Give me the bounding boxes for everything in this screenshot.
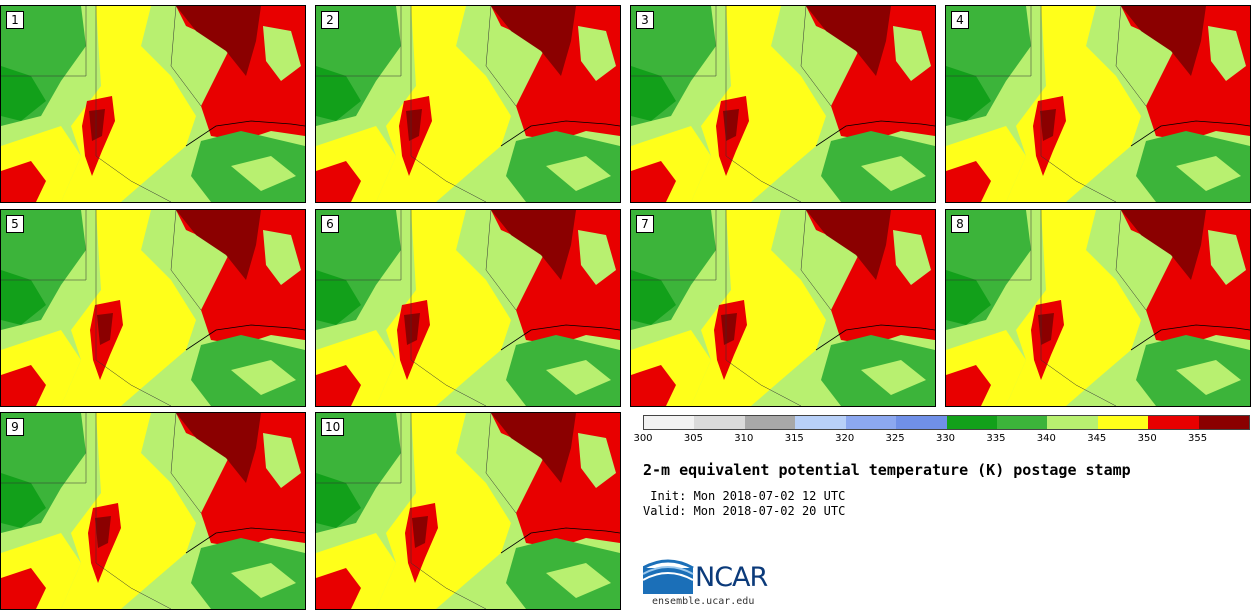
colorbar-segment — [946, 416, 997, 429]
colorbar-segment — [795, 416, 846, 429]
colorbar-ticks: 300 305 310 315 320 325 330 335 340 345 350 355 — [633, 433, 1248, 447]
member-number-label: 5 — [6, 215, 24, 233]
ensemble-member-map: 4 — [945, 5, 1251, 203]
ensemble-member-map: 2 — [315, 5, 621, 203]
member-number-label: 4 — [951, 11, 969, 29]
colorbar-tick-label: 330 — [935, 433, 956, 444]
colorbar-tick-label: 305 — [683, 433, 703, 444]
ensemble-member-map: 5 — [0, 209, 306, 407]
map-title: 2-m equivalent potential temperature (K)… — [643, 461, 1131, 479]
member-number-label: 7 — [636, 215, 654, 233]
colorbar-tick-label: 325 — [885, 433, 905, 444]
colorbar-segment — [744, 416, 796, 429]
init-time: Init: Mon 2018-07-02 12 UTC — [643, 489, 846, 503]
member-number-label: 10 — [321, 418, 345, 436]
colorbar-tick-label: 320 — [835, 433, 855, 444]
colorbar-tick-label: 350 — [1137, 433, 1157, 444]
ensemble-member-map: 1 — [0, 5, 306, 203]
ensemble-member-map: 9 — [0, 412, 306, 610]
colorbar-tick-label: 355 — [1188, 433, 1208, 444]
member-number-label: 6 — [321, 215, 339, 233]
valid-time: Valid: Mon 2018-07-02 20 UTC — [643, 504, 846, 518]
colorbar-tick-label: 340 — [1036, 433, 1056, 444]
colorbar-tick-label: 335 — [986, 433, 1006, 444]
member-number-label: 3 — [636, 11, 654, 29]
colorbar-segment — [996, 416, 1048, 429]
ncar-logo-text: NCAR — [695, 562, 768, 593]
ncar-logo — [643, 559, 694, 594]
member-number-label: 8 — [951, 215, 969, 233]
colorbar-tick-label: 315 — [784, 433, 804, 444]
ensemble-member-map: 6 — [315, 209, 621, 407]
member-number-label: 2 — [321, 11, 339, 29]
colorbar-segment — [694, 416, 745, 429]
ensemble-member-map: 8 — [945, 209, 1251, 407]
colorbar-segment — [896, 416, 947, 429]
colorbar-tick-label: 310 — [734, 433, 754, 444]
colorbar-segment — [644, 416, 695, 429]
colorbar-segment — [1047, 416, 1098, 429]
colorbar-tick-label: 345 — [1087, 433, 1107, 444]
ensemble-member-map: 3 — [630, 5, 936, 203]
member-number-label: 9 — [6, 418, 24, 436]
ensemble-member-map: 7 — [630, 209, 936, 407]
colorbar-segment — [1198, 416, 1250, 429]
colorbar-segment — [845, 416, 897, 429]
colorbar-tick-label: 300 — [633, 433, 653, 444]
member-number-label: 1 — [6, 11, 24, 29]
site-url: ensemble.ucar.edu — [652, 596, 755, 607]
ensemble-member-map: 10 — [315, 412, 621, 610]
colorbar — [643, 415, 1250, 430]
colorbar-segment — [1148, 416, 1199, 429]
colorbar-segment — [1097, 416, 1149, 429]
